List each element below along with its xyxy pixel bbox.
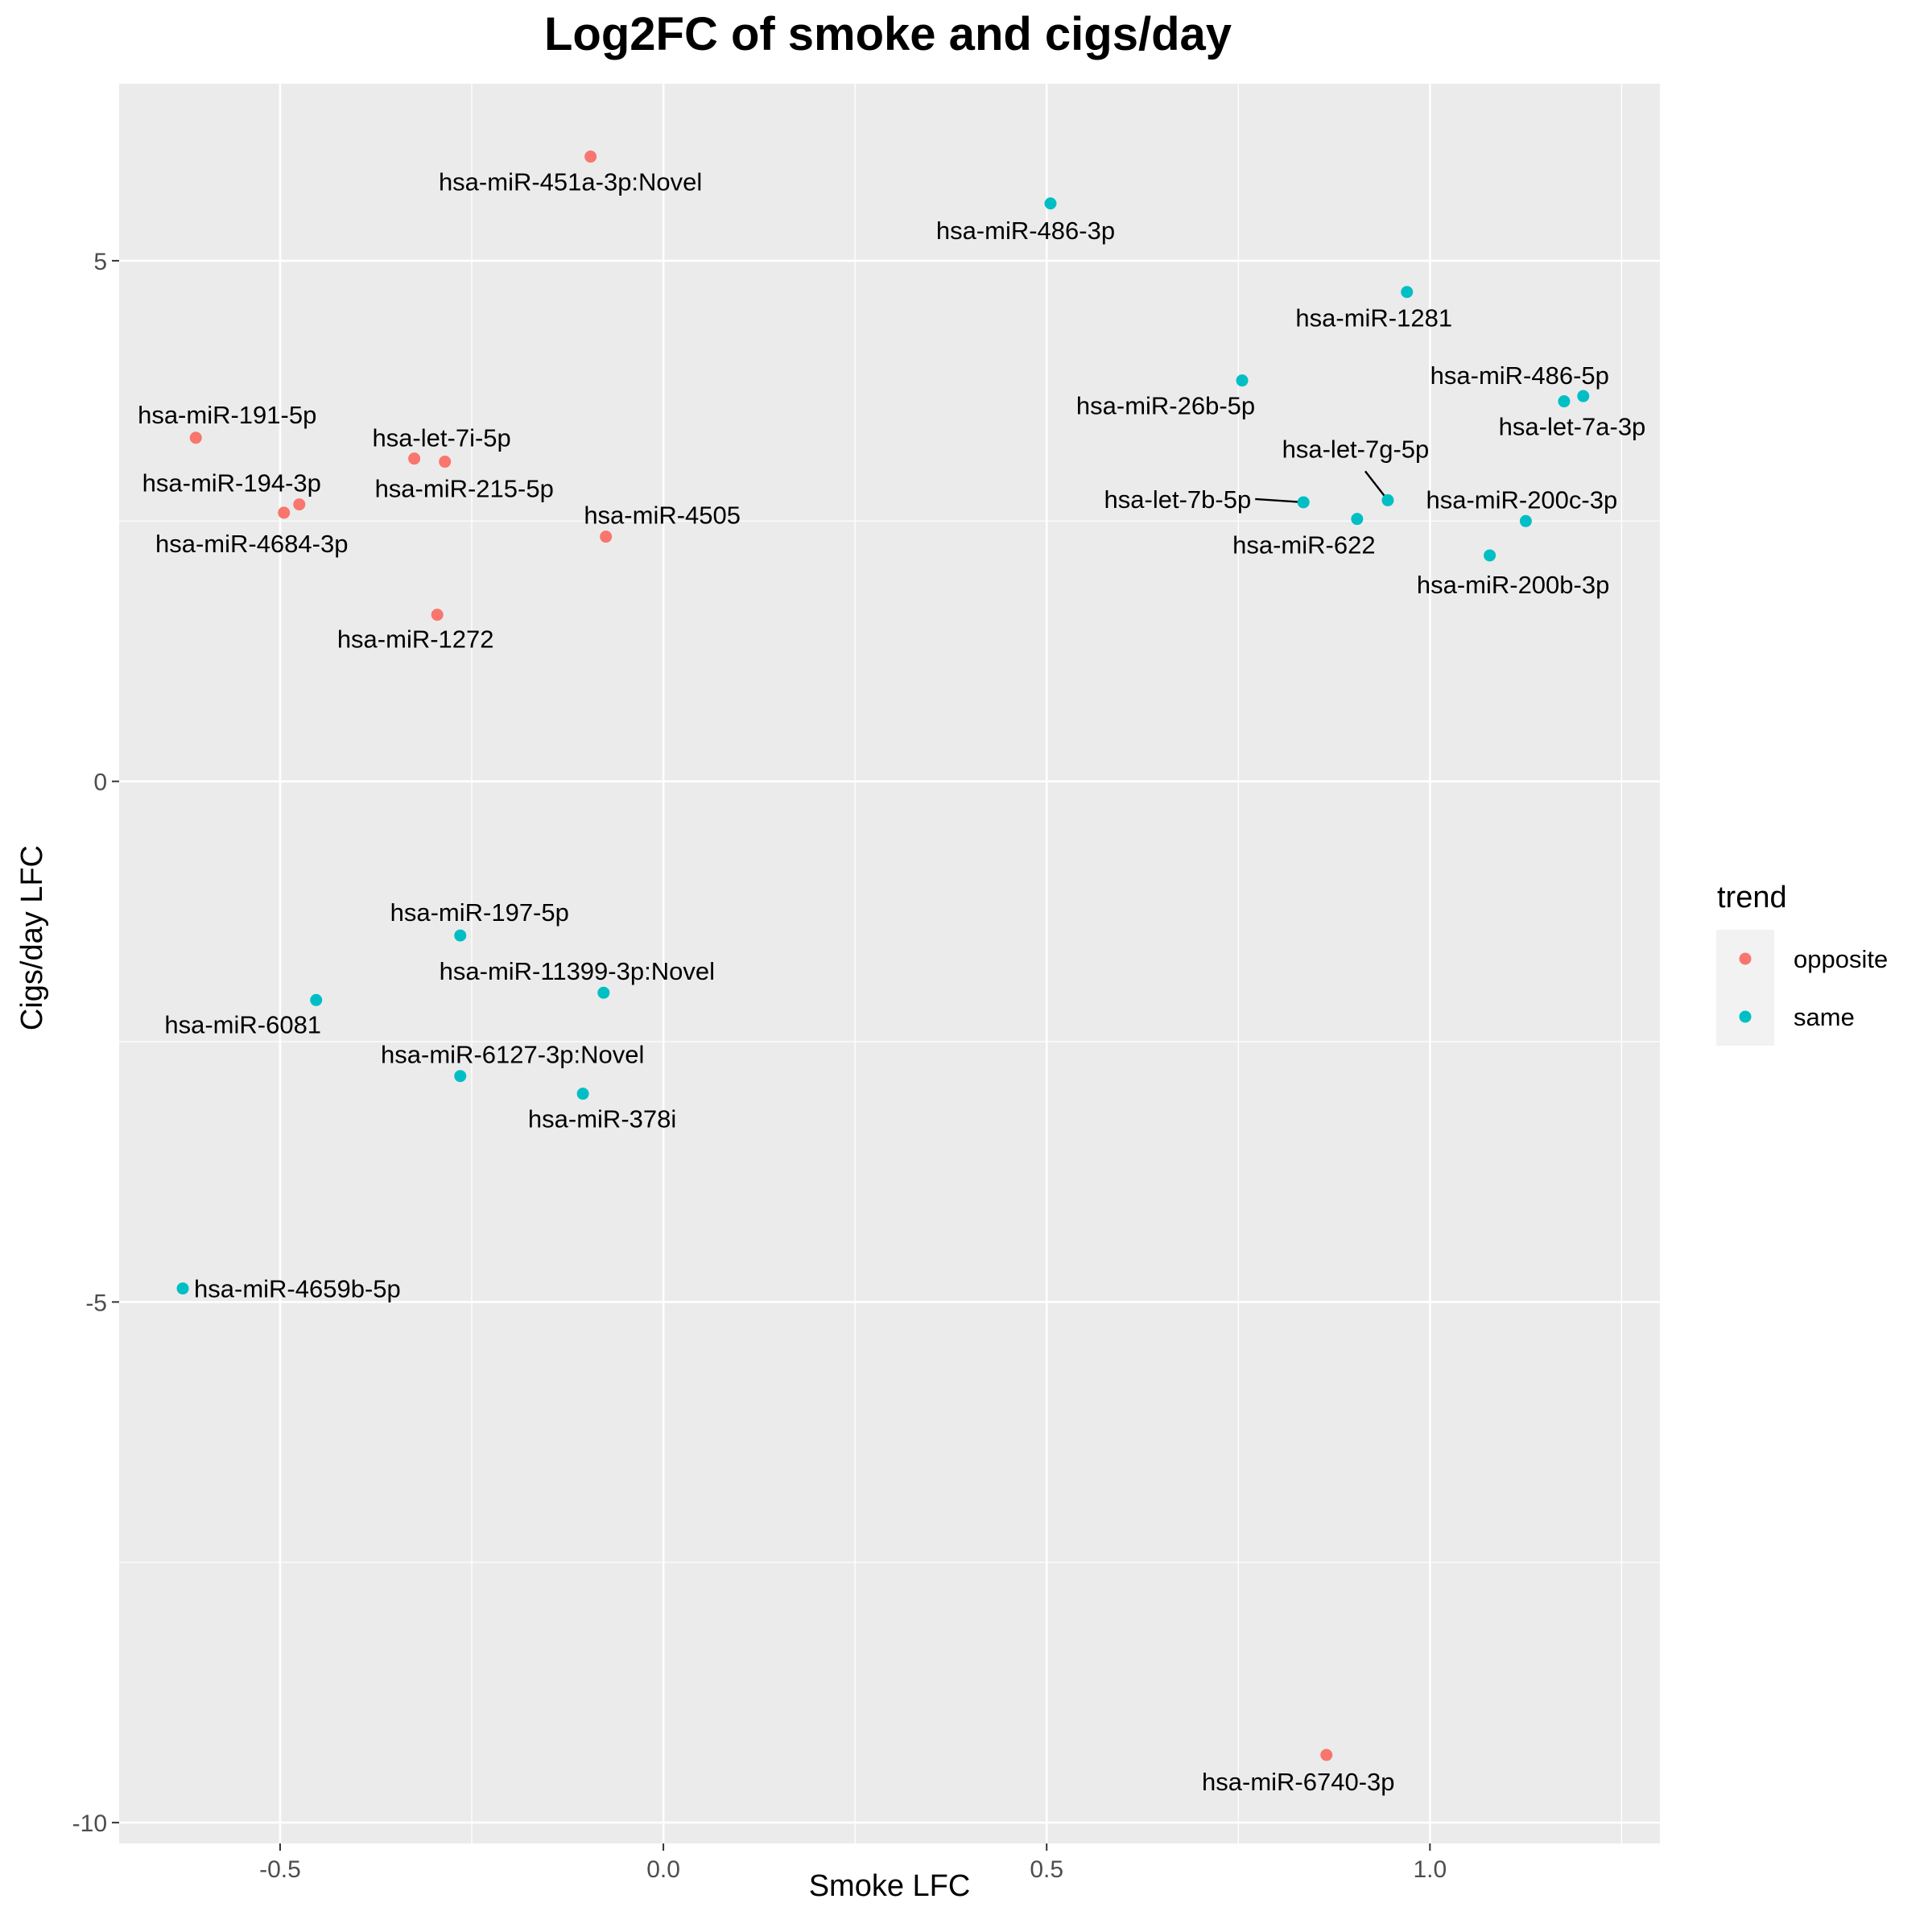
- data-point: [1320, 1748, 1333, 1761]
- data-points: [176, 151, 1590, 1761]
- point-label: hsa-miR-6127-3p:Novel: [381, 1041, 644, 1069]
- x-axis-title: Smoke LFC: [809, 1869, 971, 1903]
- data-point: [1236, 374, 1249, 387]
- point-label: hsa-miR-200c-3p: [1426, 485, 1617, 514]
- leader-line: [1255, 497, 1304, 504]
- point-label: hsa-miR-215-5p: [375, 475, 554, 503]
- data-point: [189, 431, 202, 444]
- legend-key-same: [1739, 1010, 1752, 1023]
- point-label: hsa-miR-378i: [528, 1105, 676, 1133]
- x-tick-label: -0.5: [259, 1856, 301, 1883]
- point-label: hsa-miR-1281: [1295, 304, 1452, 332]
- point-labels: hsa-miR-451a-3p:Novel hsa-miR-191-5p hsa-l…: [138, 168, 1645, 1797]
- data-point: [584, 151, 597, 163]
- point-label: hsa-miR-197-5p: [390, 898, 569, 927]
- data-point: [176, 1282, 189, 1295]
- point-label: hsa-miR-451a-3p:Novel: [439, 168, 702, 196]
- data-point: [600, 530, 613, 543]
- point-label: hsa-miR-486-3p: [936, 217, 1115, 245]
- data-point: [1484, 549, 1496, 562]
- point-label: hsa-miR-486-5p: [1430, 361, 1609, 390]
- y-axis-title: Cigs/day LFC: [15, 845, 49, 1030]
- data-point: [1519, 514, 1532, 527]
- data-point: [439, 456, 452, 469]
- legend-key-opposite: [1739, 952, 1752, 965]
- point-label: hsa-let-7i-5p: [372, 424, 510, 452]
- data-point: [293, 498, 306, 511]
- data-point: [597, 986, 610, 999]
- legend-label-same: same: [1794, 1003, 1855, 1031]
- x-tick-label: 1.0: [1413, 1856, 1447, 1883]
- label-leader-lines: [1255, 470, 1389, 504]
- data-point: [431, 609, 444, 621]
- point-label: hsa-miR-4505: [584, 502, 741, 530]
- plot-panel: [119, 84, 1660, 1843]
- data-point: [1297, 496, 1310, 509]
- data-point: [1044, 197, 1057, 210]
- data-point: [278, 506, 291, 519]
- data-point: [576, 1088, 589, 1100]
- point-label: hsa-miR-200b-3p: [1417, 571, 1610, 599]
- point-label: hsa-miR-622: [1232, 531, 1375, 559]
- data-point: [408, 452, 421, 465]
- point-label: hsa-miR-26b-5p: [1076, 392, 1255, 420]
- point-label: hsa-miR-4659b-5p: [194, 1275, 401, 1303]
- data-point: [1577, 390, 1590, 402]
- legend: trend opposite same: [1716, 881, 1888, 1046]
- leader-line: [1364, 470, 1389, 502]
- point-label: hsa-let-7b-5p: [1104, 485, 1252, 514]
- data-point: [1381, 493, 1394, 506]
- y-tick-label: -10: [72, 1810, 107, 1837]
- legend-label-opposite: opposite: [1794, 945, 1888, 973]
- data-point: [310, 993, 323, 1006]
- y-axis-ticks: -10 -5 0 5: [72, 249, 119, 1837]
- data-point: [1401, 286, 1414, 299]
- x-tick-label: 0.0: [646, 1856, 680, 1883]
- point-label: hsa-let-7g-5p: [1282, 435, 1430, 463]
- point-label: hsa-miR-191-5p: [138, 401, 316, 429]
- x-axis-ticks: -0.5 0.0 0.5 1.0: [259, 1843, 1447, 1883]
- point-label: hsa-let-7a-3p: [1499, 413, 1646, 441]
- x-tick-label: 0.5: [1030, 1856, 1063, 1883]
- point-label: hsa-miR-194-3p: [142, 469, 321, 497]
- legend-key-background: [1716, 930, 1774, 1046]
- y-tick-label: 5: [93, 249, 107, 275]
- point-label: hsa-miR-11399-3p:Novel: [440, 957, 715, 985]
- point-label: hsa-miR-6740-3p: [1202, 1768, 1395, 1796]
- chart-title: Log2FC of smoke and cigs/day: [544, 8, 1232, 60]
- point-label: hsa-miR-4684-3p: [155, 530, 349, 558]
- point-label: hsa-miR-6081: [164, 1010, 321, 1038]
- point-label: hsa-miR-1272: [337, 625, 494, 654]
- major-gridlines: [119, 84, 1660, 1843]
- legend-title: trend: [1717, 881, 1787, 914]
- y-tick-label: -5: [85, 1290, 107, 1316]
- y-tick-label: 0: [93, 770, 107, 796]
- data-point: [1558, 395, 1571, 408]
- data-point: [454, 929, 467, 942]
- data-point: [1351, 513, 1364, 526]
- data-point: [454, 1070, 467, 1083]
